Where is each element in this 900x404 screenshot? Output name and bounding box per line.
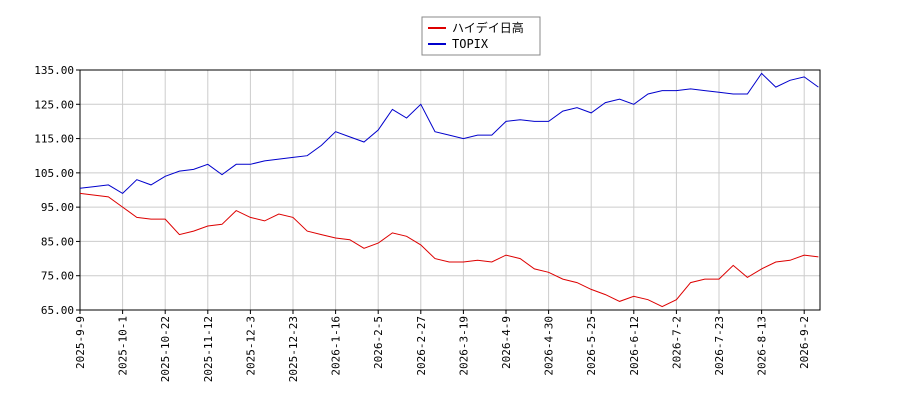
plot-area <box>79 69 821 311</box>
legend-box <box>421 16 541 56</box>
y-tick-label: 115.00 <box>34 133 74 146</box>
x-tick-label: 2025-10-22 <box>159 316 172 382</box>
series-line <box>79 72 819 195</box>
x-tick-label: 2026-7-2 <box>670 316 683 369</box>
series-line <box>79 192 819 308</box>
x-tick-label: 2025-12-3 <box>244 316 257 376</box>
y-tick-label: 125.00 <box>34 98 74 111</box>
x-tick-label: 2026-2-5 <box>372 316 385 369</box>
x-tick-label: 2026-7-23 <box>713 316 726 376</box>
y-tick-label: 65.00 <box>41 304 74 317</box>
x-tick-label: 2026-4-30 <box>543 316 556 376</box>
x-tick-label: 2026-5-25 <box>585 316 598 376</box>
legend-label: TOPIX <box>452 37 489 51</box>
x-tick-label: 2026-4-9 <box>500 316 513 369</box>
y-tick-label: 95.00 <box>41 201 74 214</box>
x-tick-label: 2025-12-23 <box>287 316 300 382</box>
x-tick-label: 2026-9-2 <box>798 316 811 369</box>
x-tick-label: 2026-1-16 <box>330 316 343 376</box>
plot-border <box>79 69 821 311</box>
x-tick-label: 2025-9-9 <box>74 316 87 369</box>
x-tick-label: 2026-2-27 <box>415 316 428 376</box>
x-tick-label: 2025-11-12 <box>202 316 215 382</box>
legend-label: ハイデイ日高 <box>452 20 524 35</box>
x-tick-label: 2026-3-19 <box>457 316 470 376</box>
y-tick-label: 85.00 <box>41 235 74 248</box>
x-tick-label: 2026-6-12 <box>628 316 641 376</box>
x-tick-label: 2025-10-1 <box>117 316 130 376</box>
y-tick-label: 135.00 <box>34 64 74 77</box>
y-tick-label: 75.00 <box>41 270 74 283</box>
x-tick-label: 2026-8-13 <box>756 316 769 376</box>
y-tick-label: 105.00 <box>34 167 74 180</box>
